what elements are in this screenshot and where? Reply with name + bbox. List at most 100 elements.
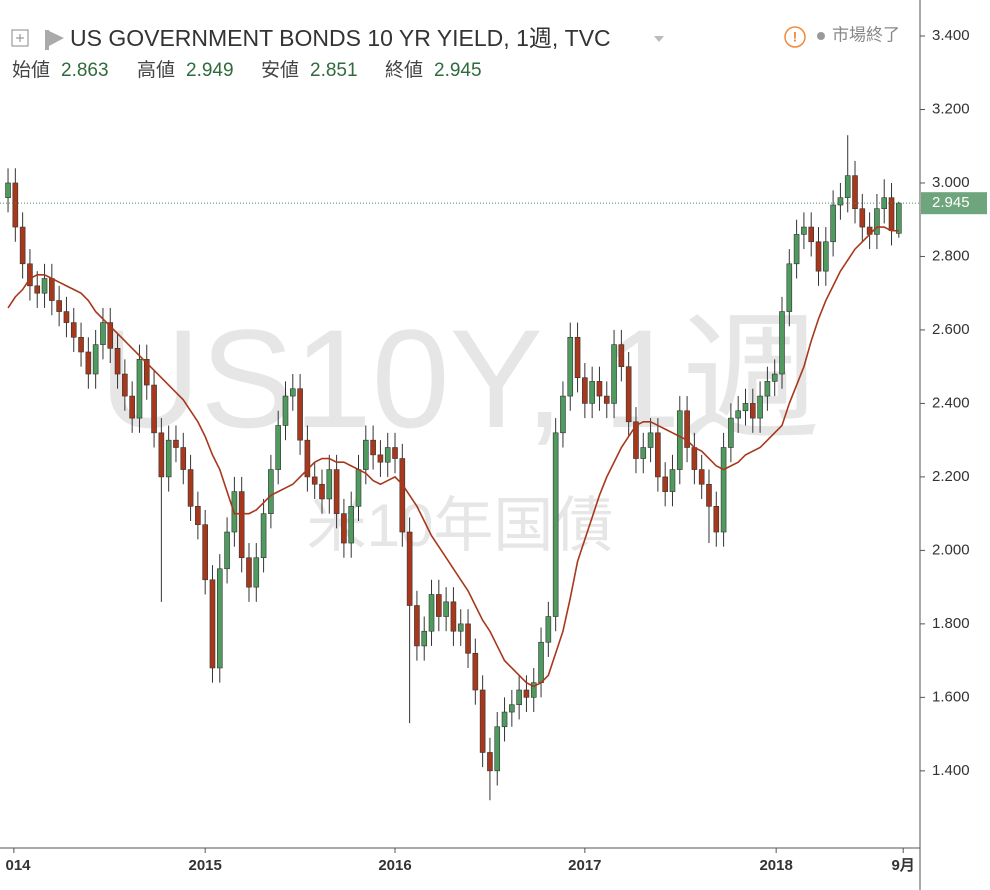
candle-body [676, 410, 683, 470]
candle-body [151, 384, 157, 434]
candle-body [552, 432, 559, 617]
candle-body [691, 447, 698, 470]
candle-body [56, 300, 62, 312]
candle-body [771, 373, 778, 382]
candle-body [107, 322, 114, 349]
ohlc-value: 2.863 [61, 60, 109, 81]
candle-body [757, 395, 763, 419]
candle-body [289, 388, 296, 397]
candle-body [216, 568, 223, 669]
candle-body [428, 594, 435, 632]
watermark-group: US10Y, 1週 米10年国債 [99, 300, 820, 559]
candle-body [355, 469, 362, 507]
candle-body [516, 689, 522, 706]
candle-body [246, 557, 252, 588]
candle-body [881, 197, 888, 209]
candle-body [443, 601, 449, 617]
candle-body [341, 513, 347, 544]
candle-body [78, 336, 84, 353]
candle-body [122, 373, 128, 397]
candle-body [363, 439, 369, 470]
candle-body [333, 469, 340, 514]
x-tick-label: 9月 [892, 857, 915, 874]
candle-body [479, 689, 486, 753]
candle-body [275, 425, 281, 470]
candle-body [92, 344, 99, 375]
candle-body [713, 506, 720, 533]
candle-body [268, 469, 274, 514]
candle-body [874, 208, 880, 235]
candle-body [136, 359, 143, 419]
candle-body [12, 182, 19, 228]
candle-body [180, 447, 187, 470]
candle-body [414, 605, 420, 647]
candle-body [560, 395, 566, 434]
candle-body [844, 175, 851, 198]
candle-body [27, 263, 33, 287]
candle-body [888, 197, 895, 232]
candle-body [436, 594, 442, 617]
candle-body [253, 557, 260, 588]
x-tick-label: 2018 [759, 857, 792, 874]
candle-body [625, 366, 632, 423]
last-price-label: 2.945 [932, 194, 970, 211]
candle-body [801, 226, 807, 235]
candle-body [720, 447, 727, 533]
alert-icon[interactable] [784, 26, 806, 48]
ohlc-label: 安値 [261, 59, 299, 81]
candle-body [808, 226, 815, 243]
candle-body [538, 641, 544, 683]
candle-body [158, 432, 165, 478]
candle-body [603, 395, 610, 404]
dropdown-icon[interactable] [654, 36, 664, 42]
watermark: US10Y, 1週 [99, 300, 820, 457]
candle-body [669, 469, 676, 492]
candle-body [698, 469, 705, 485]
candle-body [465, 623, 471, 654]
y-tick-label: 2.400 [932, 394, 970, 411]
candle-body [297, 388, 303, 441]
plot-area [0, 135, 920, 801]
ohlc-value: 2.945 [434, 60, 482, 81]
candle-body [143, 359, 150, 386]
candle-body [282, 395, 289, 426]
expand-icon[interactable] [11, 29, 29, 47]
y-tick-label: 1.400 [932, 762, 970, 779]
y-tick-label: 3.200 [932, 100, 970, 117]
y-tick-label: 3.000 [932, 174, 970, 191]
candle-body [129, 395, 135, 419]
y-tick-label: 2.800 [932, 247, 970, 264]
candle-body [830, 204, 836, 243]
candle-body [209, 579, 216, 669]
candle-body [19, 226, 26, 265]
candle-body [530, 682, 537, 698]
candle-body [326, 469, 333, 500]
ohlc-label: 始値 [12, 59, 50, 81]
x-tick-label: 2015 [188, 857, 221, 874]
chart-title: US GOVERNMENT BONDS 10 YR YIELD, 1週, TVC [70, 25, 611, 51]
candle-body [41, 278, 48, 294]
candle-body [815, 241, 822, 272]
flag-icon [45, 30, 64, 50]
candle-body [837, 197, 844, 206]
candle-body [633, 421, 639, 459]
candle-body [406, 531, 413, 606]
candle-body [611, 344, 617, 404]
candle-body [859, 208, 866, 228]
moving-average-line [7, 226, 899, 688]
candle-body [618, 344, 625, 367]
candle-body [684, 410, 690, 448]
ohlc-label: 終値 [385, 59, 423, 81]
candle-body [596, 381, 603, 397]
header: US GOVERNMENT BONDS 10 YR YIELD, 1週, TVC… [11, 25, 900, 81]
candle-body [457, 623, 464, 632]
candle-body [399, 458, 406, 533]
y-tick-label: 2.000 [932, 541, 970, 558]
axes-group: 3.400 3.200 3.000 2.800 2.600 2.400 2.200 2.000… [5, 27, 987, 874]
candle-body [195, 506, 201, 525]
candle-body [574, 336, 581, 379]
candle-body [238, 491, 245, 559]
candle-body [487, 752, 493, 772]
candle-body [655, 432, 661, 478]
